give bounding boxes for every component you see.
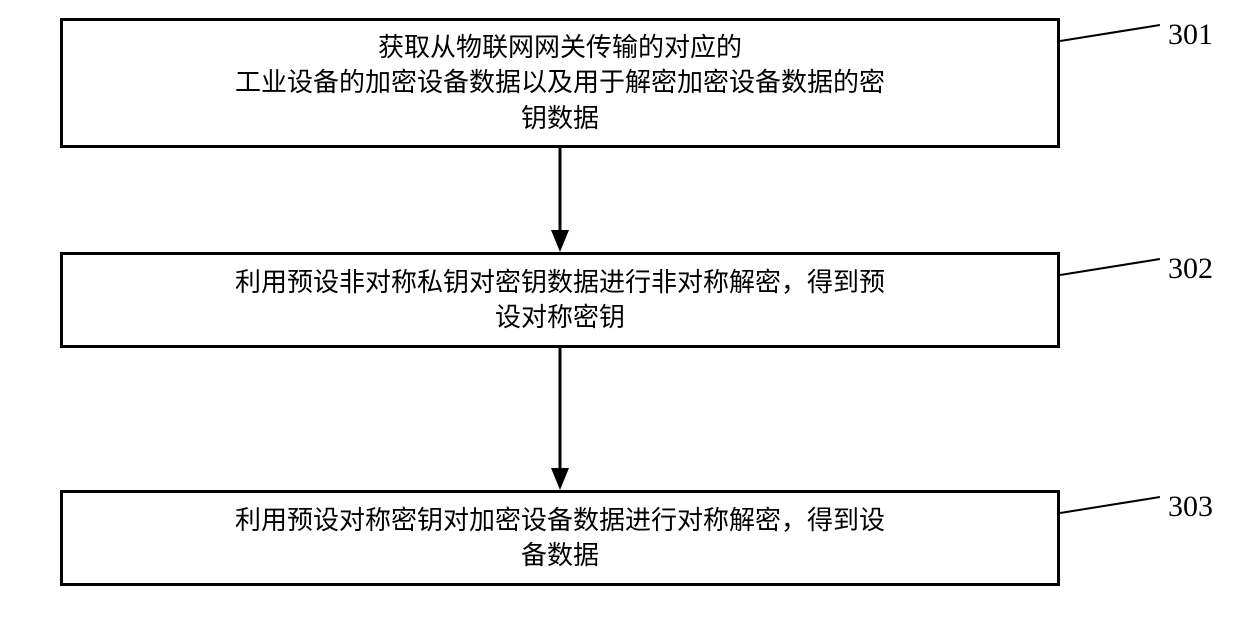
leader-line-n1 — [1060, 24, 1160, 42]
flow-node-text: 利用预设对称密钥对加密设备数据进行对称解密，得到设 备数据 — [235, 503, 885, 573]
leader-line-n2 — [1060, 258, 1160, 276]
leader-line-n3 — [1060, 496, 1160, 514]
flow-node-text: 获取从物联网网关传输的对应的 工业设备的加密设备数据以及用于解密加密设备数据的密… — [235, 30, 885, 135]
step-number-n3: 303 — [1168, 490, 1213, 524]
flowchart-canvas: 获取从物联网网关传输的对应的 工业设备的加密设备数据以及用于解密加密设备数据的密… — [0, 0, 1240, 630]
step-number-n1: 301 — [1168, 18, 1213, 52]
flow-node-n3: 利用预设对称密钥对加密设备数据进行对称解密，得到设 备数据 — [60, 490, 1060, 586]
flow-node-n1: 获取从物联网网关传输的对应的 工业设备的加密设备数据以及用于解密加密设备数据的密… — [60, 18, 1060, 148]
flow-arrow-n2-n3 — [540, 348, 580, 490]
step-number-n2: 302 — [1168, 252, 1213, 286]
flow-node-text: 利用预设非对称私钥对密钥数据进行非对称解密，得到预 设对称密钥 — [235, 265, 885, 335]
flow-arrow-n1-n2 — [540, 148, 580, 252]
flow-node-n2: 利用预设非对称私钥对密钥数据进行非对称解密，得到预 设对称密钥 — [60, 252, 1060, 348]
